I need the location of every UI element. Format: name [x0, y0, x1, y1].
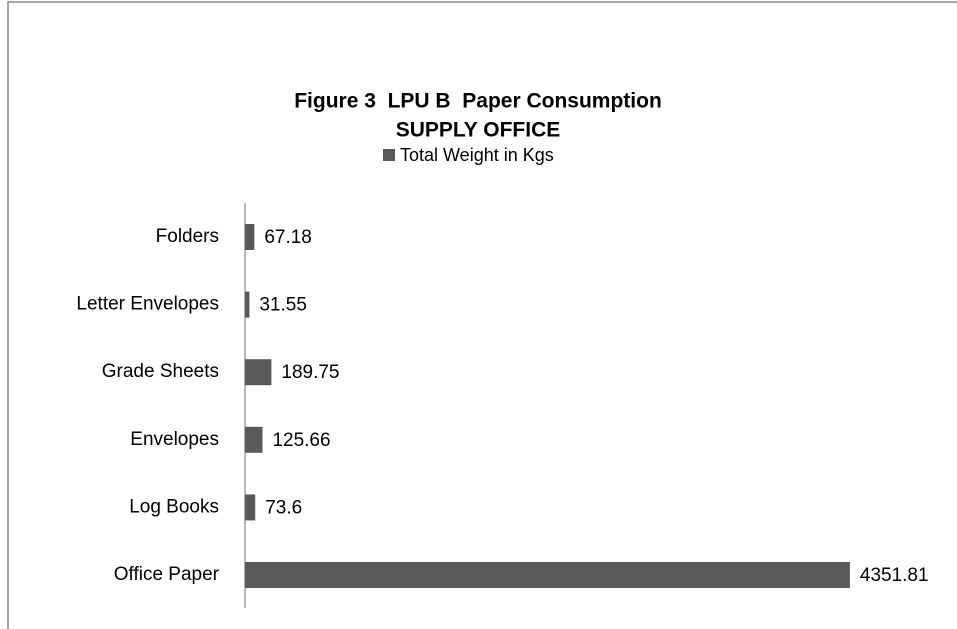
- y-tick-label: Office Paper: [114, 564, 220, 585]
- data-label: 73.6: [265, 497, 302, 518]
- y-tick-label: Letter Envelopes: [76, 294, 219, 315]
- bar: [245, 359, 272, 386]
- legend-swatch: [383, 149, 395, 161]
- bar: [245, 291, 250, 318]
- data-label: 125.66: [272, 430, 330, 451]
- y-tick-label: Grade Sheets: [102, 361, 219, 382]
- bar: [245, 562, 850, 588]
- y-tick-label: Log Books: [129, 496, 219, 517]
- bar: [245, 494, 256, 521]
- chart-title: Figure 3 LPU B Paper Consumption: [294, 90, 662, 113]
- y-tick-label: Folders: [156, 226, 219, 247]
- data-label: 189.75: [281, 362, 339, 383]
- bar: [245, 426, 263, 453]
- bar: [245, 224, 255, 250]
- data-label: 31.55: [259, 295, 307, 316]
- data-label: 4351.81: [860, 565, 929, 586]
- chart-frame: [7, 1, 957, 629]
- y-tick-label: Envelopes: [130, 429, 219, 450]
- chart-subtitle: SUPPLY OFFICE: [396, 119, 561, 142]
- legend-label: Total Weight in Kgs: [400, 145, 554, 165]
- data-label: 67.18: [264, 227, 312, 248]
